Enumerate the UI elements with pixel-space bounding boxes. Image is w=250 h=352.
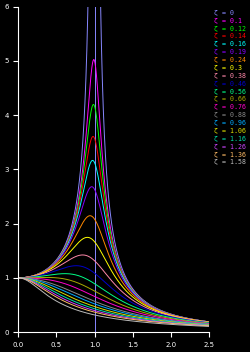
Legend: ζ = 0, ζ = 0.1, ζ = 0.12, ζ = 0.14, ζ = 0.16, ζ = 0.19, ζ = 0.24, ζ = 0.3, ζ = 0: ζ = 0, ζ = 0.1, ζ = 0.12, ζ = 0.14, ζ = … [214, 10, 246, 165]
